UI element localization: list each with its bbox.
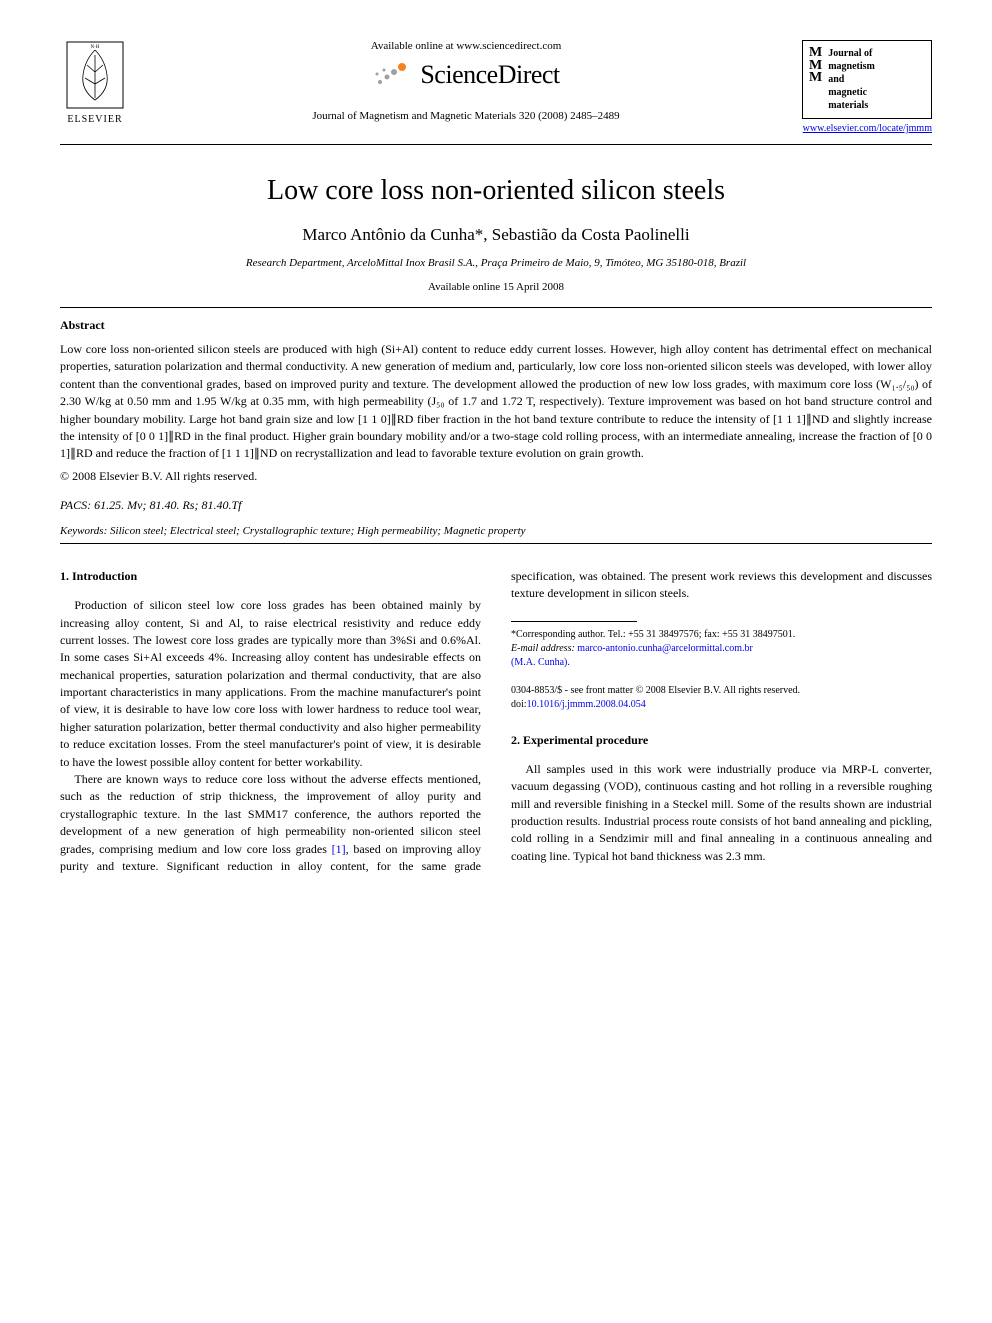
- intro-p1: Production of silicon steel low core los…: [60, 597, 481, 771]
- header-rule: [60, 144, 932, 145]
- sciencedirect-dots-icon: [372, 60, 412, 90]
- doi-line: doi:10.1016/j.jmmm.2008.04.054: [511, 698, 932, 712]
- page-header: N·H ELSEVIER Available online at www.sci…: [60, 40, 932, 134]
- journal-title-lines: Journal of magnetism and magnetic materi…: [828, 47, 875, 112]
- keywords-line: Keywords: Silicon steel; Electrical stee…: [60, 525, 932, 537]
- elsevier-tree-icon: N·H: [65, 40, 125, 110]
- exp-heading: 2. Experimental procedure: [511, 732, 932, 749]
- pacs-line: PACS: 61.25. Mv; 81.40. Rs; 81.40.Tf: [60, 498, 932, 513]
- intro-heading: 1. Introduction: [60, 568, 481, 585]
- pacs-value: 61.25. Mv; 81.40. Rs; 81.40.Tf: [94, 498, 241, 512]
- affiliation: Research Department, ArceloMittal Inox B…: [60, 257, 932, 269]
- pacs-label: PACS:: [60, 498, 91, 512]
- doi-link[interactable]: 10.1016/j.jmmm.2008.04.054: [527, 699, 646, 710]
- journal-reference: Journal of Magnetism and Magnetic Materi…: [312, 110, 619, 122]
- journal-logo-block: MMM Journal of magnetism and magnetic ma…: [802, 40, 932, 134]
- footnote-separator: [511, 621, 637, 622]
- abstract-copyright: © 2008 Elsevier B.V. All rights reserved…: [60, 469, 932, 484]
- email-label: E-mail address:: [511, 643, 575, 654]
- footer-block: 0304-8853/$ - see front matter © 2008 El…: [511, 684, 932, 712]
- elsevier-label: ELSEVIER: [67, 114, 122, 125]
- available-date: Available online 15 April 2008: [60, 281, 932, 293]
- authors: Marco Antônio da Cunha*, Sebastião da Co…: [60, 225, 932, 245]
- corresponding-author-footnote: *Corresponding author. Tel.: +55 31 3849…: [511, 628, 932, 642]
- elsevier-logo: N·H ELSEVIER: [60, 40, 130, 125]
- journal-homepage-link[interactable]: www.elsevier.com/locate/jmmm: [802, 123, 932, 134]
- journal-mm-icon: MMM: [809, 47, 822, 112]
- email-author-footnote: (M.A. Cunha).: [511, 656, 932, 670]
- abstract-top-rule: [60, 307, 932, 308]
- sciencedirect-logo: ScienceDirect: [372, 60, 559, 90]
- section-experimental: 2. Experimental procedure All samples us…: [511, 732, 932, 866]
- email-footnote: E-mail address: marco-antonio.cunha@arce…: [511, 642, 932, 656]
- sciencedirect-text: ScienceDirect: [420, 60, 559, 90]
- header-center: Available online at www.sciencedirect.co…: [130, 40, 802, 122]
- ref-1-link[interactable]: [1]: [332, 842, 346, 856]
- article-title: Low core loss non-oriented silicon steel…: [60, 175, 932, 207]
- svg-text:N·H: N·H: [91, 45, 100, 50]
- journal-logo: MMM Journal of magnetism and magnetic ma…: [802, 40, 932, 119]
- front-matter-line: 0304-8853/$ - see front matter © 2008 El…: [511, 684, 932, 698]
- keywords-value: Silicon steel; Electrical steel; Crystal…: [110, 525, 526, 537]
- keywords-label: Keywords:: [60, 525, 107, 537]
- abstract-bottom-rule: [60, 543, 932, 544]
- abstract-heading: Abstract: [60, 318, 932, 333]
- abstract-body: Low core loss non-oriented silicon steel…: [60, 341, 932, 463]
- author-email-link[interactable]: marco-antonio.cunha@arcelormittal.com.br: [577, 643, 753, 654]
- body-columns: 1. Introduction Production of silicon st…: [60, 568, 932, 881]
- exp-p1: All samples used in this work were indus…: [511, 761, 932, 865]
- available-online-text: Available online at www.sciencedirect.co…: [371, 40, 562, 52]
